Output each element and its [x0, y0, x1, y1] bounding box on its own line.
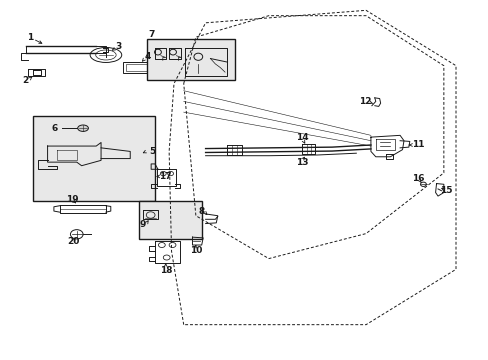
Text: 9: 9: [139, 220, 145, 229]
Ellipse shape: [78, 125, 88, 131]
Text: 13: 13: [295, 158, 307, 167]
Bar: [125, 64, 151, 71]
Text: 11: 11: [411, 140, 424, 149]
Bar: [147, 39, 234, 80]
Text: 17: 17: [159, 172, 172, 181]
Text: 8: 8: [198, 207, 204, 216]
Text: 7: 7: [148, 30, 154, 39]
Bar: [139, 202, 202, 239]
Bar: [33, 116, 154, 202]
Text: 4: 4: [144, 52, 150, 61]
Text: 2: 2: [22, 76, 29, 85]
Text: 14: 14: [295, 133, 307, 142]
Text: 3: 3: [115, 42, 121, 51]
Text: 1: 1: [27, 33, 34, 42]
Text: 5: 5: [149, 147, 155, 156]
Bar: [122, 62, 154, 73]
Text: 18: 18: [160, 266, 173, 275]
Text: 15: 15: [439, 185, 451, 194]
Text: 19: 19: [65, 195, 78, 204]
Text: 6: 6: [52, 124, 58, 133]
Text: 16: 16: [411, 174, 424, 183]
Text: 10: 10: [189, 246, 202, 255]
Text: 12: 12: [358, 97, 370, 106]
Text: 20: 20: [67, 237, 80, 246]
